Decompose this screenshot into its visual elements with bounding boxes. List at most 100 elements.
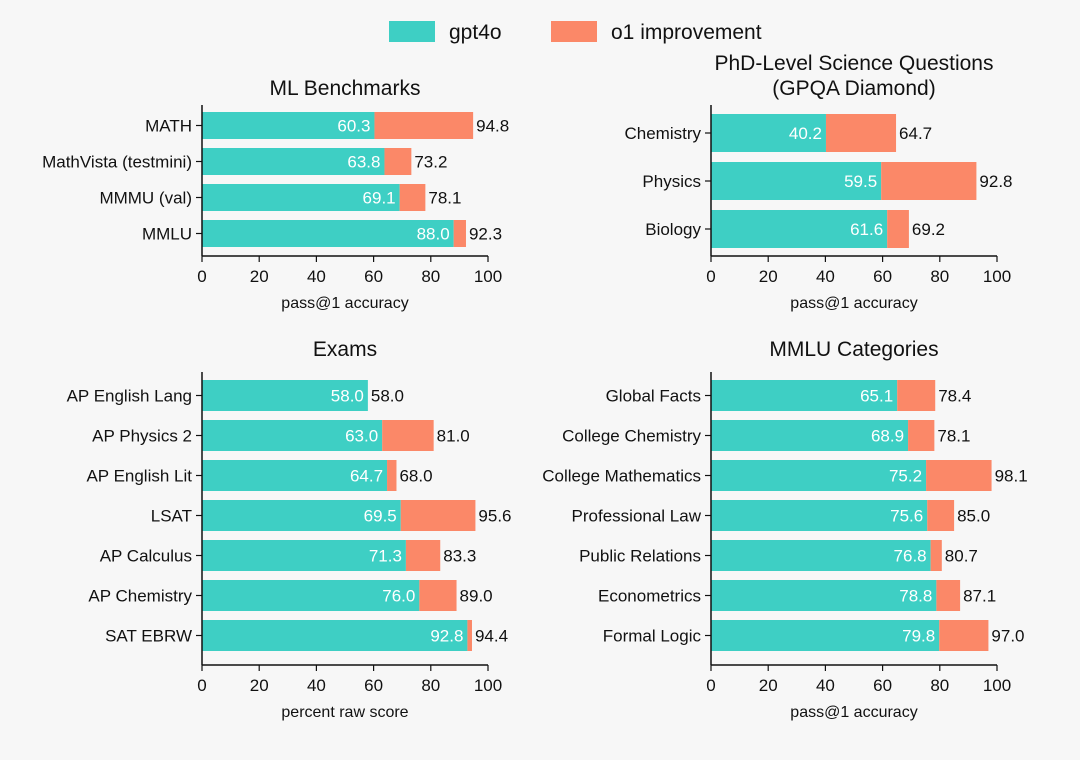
bar-gpt4o (202, 620, 468, 651)
x-axis-label: pass@1 accuracy (790, 295, 917, 312)
data-label-gpt4o: 88.0 (417, 225, 450, 244)
data-label-gpt4o: 76.8 (894, 547, 927, 566)
chart-panels: ML Benchmarks 60.3 94.8 MATH 63.8 73.2 MathVis… (42, 52, 1028, 721)
bar-gpt4o (711, 210, 888, 248)
x-tick-label: 40 (307, 676, 326, 695)
category-label: Econometrics (598, 587, 701, 606)
data-label-gpt4o: 60.3 (337, 117, 370, 136)
data-label-gpt4o: 71.3 (369, 547, 402, 566)
bar-o1-improvement (382, 420, 434, 451)
x-tick-label: 60 (364, 267, 383, 286)
category-label: MathVista (testmini) (42, 153, 192, 172)
bar-o1-improvement (384, 148, 412, 175)
bar-gpt4o (711, 114, 826, 152)
data-label-gpt4o: 63.0 (345, 427, 378, 446)
data-label-gpt4o: 64.7 (350, 467, 383, 486)
bar-o1-improvement (927, 500, 955, 531)
legend-label-o1-improvement: o1 improvement (611, 21, 762, 44)
data-label-gpt4o: 92.8 (430, 627, 463, 646)
data-label-total: 89.0 (460, 587, 493, 606)
bar-o1-improvement (405, 540, 441, 571)
bar-gpt4o (202, 220, 454, 247)
x-tick-label: 0 (197, 676, 206, 695)
x-tick-label: 40 (816, 676, 835, 695)
chart-title: ML Benchmarks (270, 77, 421, 100)
bar-gpt4o (202, 112, 375, 139)
x-tick-label: 20 (250, 267, 269, 286)
bar-o1-improvement (374, 112, 474, 139)
data-label-gpt4o: 75.2 (889, 467, 922, 486)
bar-gpt4o (202, 184, 400, 211)
category-label: Physics (642, 172, 701, 191)
data-label-total: 78.4 (938, 387, 971, 406)
category-label: SAT EBRW (105, 627, 192, 646)
category-label: College Chemistry (562, 427, 701, 446)
data-label-total: 85.0 (957, 507, 990, 526)
bar-gpt4o (711, 540, 931, 571)
data-label-total: 80.7 (945, 547, 978, 566)
chart-ml-benchmarks: ML Benchmarks 60.3 94.8 MATH 63.8 73.2 MathVis… (42, 77, 509, 312)
x-axis-label: pass@1 accuracy (281, 295, 408, 312)
data-label-total: 58.0 (371, 387, 404, 406)
data-label-total: 94.4 (475, 627, 508, 646)
x-tick-label: 60 (364, 676, 383, 695)
data-label-gpt4o: 78.8 (899, 587, 932, 606)
bar-gpt4o (202, 580, 420, 611)
data-label-total: 92.3 (469, 225, 502, 244)
legend: gpt4o o1 improvement (389, 21, 762, 44)
chart-gpqa-diamond: PhD-Level Science Questions (GPQA Diamond… (624, 52, 1012, 312)
bar-gpt4o (711, 580, 937, 611)
data-label-total: 64.7 (899, 124, 932, 143)
data-label-gpt4o: 69.1 (363, 189, 396, 208)
bar-o1-improvement (897, 380, 936, 411)
data-label-total: 95.6 (478, 507, 511, 526)
x-tick-label: 100 (474, 267, 502, 286)
data-label-gpt4o: 40.2 (789, 124, 822, 143)
category-label: AP Chemistry (88, 587, 192, 606)
bar-gpt4o (711, 500, 928, 531)
x-tick-label: 20 (759, 676, 778, 695)
bar-o1-improvement (939, 620, 989, 651)
data-label-total: 78.1 (428, 189, 461, 208)
x-tick-label: 80 (421, 267, 440, 286)
x-tick-label: 0 (706, 267, 715, 286)
bar-gpt4o (202, 420, 383, 451)
data-label-gpt4o: 75.6 (890, 507, 923, 526)
bar-o1-improvement (926, 460, 992, 491)
bar-gpt4o (202, 500, 401, 531)
x-tick-label: 0 (197, 267, 206, 286)
x-tick-label: 100 (474, 676, 502, 695)
data-label-gpt4o: 58.0 (331, 387, 364, 406)
data-label-total: 97.0 (991, 627, 1024, 646)
data-label-total: 83.3 (443, 547, 476, 566)
bar-o1-improvement (387, 460, 397, 491)
data-label-gpt4o: 63.8 (347, 153, 380, 172)
bar-o1-improvement (908, 420, 935, 451)
category-label: MATH (145, 117, 192, 136)
category-label: Professional Law (572, 507, 702, 526)
bar-gpt4o (711, 380, 898, 411)
data-label-gpt4o: 68.9 (871, 427, 904, 446)
category-label: Biology (645, 220, 701, 239)
bar-gpt4o (202, 460, 388, 491)
category-label: Global Facts (606, 387, 701, 406)
bar-o1-improvement (936, 580, 961, 611)
data-label-gpt4o: 69.5 (364, 507, 397, 526)
legend-swatch-gpt4o (389, 21, 435, 42)
data-label-gpt4o: 65.1 (860, 387, 893, 406)
category-label: AP English Lang (67, 387, 192, 406)
bar-gpt4o (711, 420, 909, 451)
x-tick-label: 80 (930, 267, 949, 286)
chart-mmlu-categories: MMLU Categories 65.1 78.4 Global Facts 68.9 7… (542, 338, 1027, 721)
bar-o1-improvement (400, 500, 476, 531)
data-label-gpt4o: 61.6 (850, 220, 883, 239)
bar-gpt4o (711, 460, 927, 491)
bar-o1-improvement (453, 220, 466, 247)
chart-title: Exams (313, 338, 377, 361)
x-axis-label: pass@1 accuracy (790, 704, 917, 721)
category-label: MMMU (val) (99, 189, 192, 208)
category-label: MMLU (142, 225, 192, 244)
bar-o1-improvement (419, 580, 457, 611)
data-label-total: 94.8 (476, 117, 509, 136)
